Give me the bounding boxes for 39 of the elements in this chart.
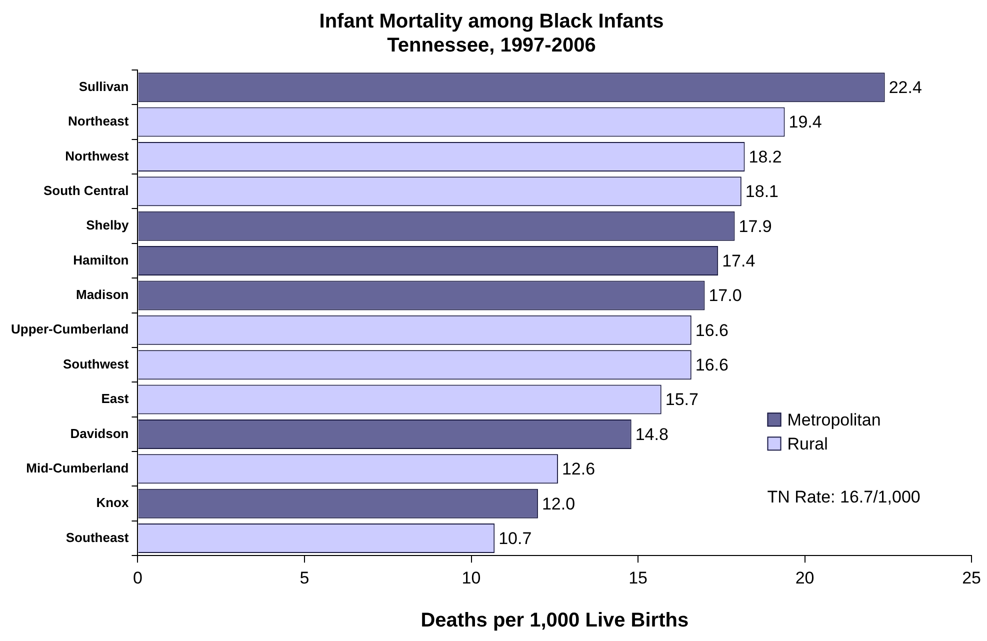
- x-tick-label: 5: [300, 568, 310, 588]
- data-label: 22.4: [888, 78, 922, 98]
- y-tick-label: Northwest: [65, 148, 130, 164]
- data-label: 17.0: [708, 286, 742, 306]
- x-tick-label: 15: [628, 568, 648, 588]
- data-label: 15.7: [665, 390, 698, 410]
- y-tick-label: East: [101, 391, 130, 406]
- y-tick-label: Hamilton: [73, 252, 129, 268]
- x-tick-label: 10: [462, 568, 481, 588]
- y-tick-label: Southeast: [66, 530, 130, 545]
- chart-title: Infant Mortality among Black Infants Tennessee, 1997-2006: [319, 10, 664, 57]
- legend-label: Rural: [787, 434, 828, 454]
- x-axis-title: Deaths per 1,000 Live Births: [420, 610, 689, 632]
- data-label: 17.9: [738, 216, 772, 236]
- data-label: 12.0: [542, 494, 576, 514]
- y-tick-label: Shelby: [86, 218, 130, 233]
- y-tick-label: Sullivan: [78, 78, 129, 94]
- data-label: 18.1: [745, 182, 779, 202]
- data-label: 12.6: [562, 460, 596, 479]
- data-label: 17.4: [722, 251, 756, 270]
- data-label: 16.6: [695, 356, 728, 375]
- data-label: 14.8: [635, 424, 668, 444]
- legend-label: Metropolitan: [787, 410, 881, 430]
- y-tick-label: Madison: [76, 287, 129, 302]
- data-label: 18.2: [748, 147, 782, 166]
- y-tick-label: South Central: [43, 182, 129, 198]
- y-tick-label: Davidson: [70, 426, 129, 441]
- y-tick-label: Northeast: [68, 114, 130, 129]
- annotation: TN Rate: 16.7/1,000: [767, 487, 920, 506]
- x-tick-label: 0: [132, 568, 142, 588]
- data-label: 10.7: [498, 528, 532, 548]
- y-tick-label: Mid-Cumberland: [26, 460, 129, 476]
- data-label: 16.6: [695, 320, 728, 340]
- y-tick-label: Southwest: [62, 356, 130, 372]
- y-tick-label: Knox: [96, 495, 130, 510]
- x-tick-label: 20: [795, 568, 814, 588]
- x-tick-label: 25: [962, 568, 982, 588]
- y-tick-label: Upper-Cumberland: [10, 322, 129, 337]
- data-label: 19.4: [788, 112, 822, 132]
